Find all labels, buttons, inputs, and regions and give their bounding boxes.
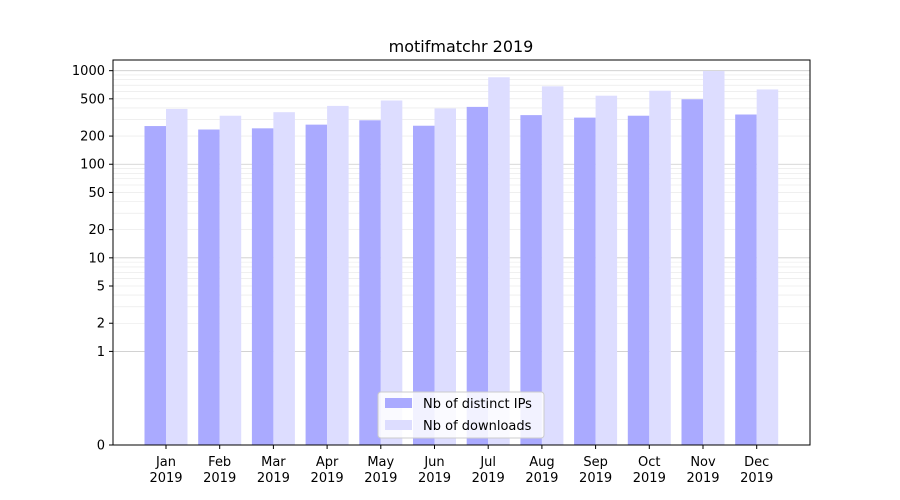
bar-downloads — [756, 89, 779, 446]
bar-distinct-ips — [735, 114, 757, 445]
x-tick-label-month: Aug — [529, 455, 554, 470]
bar-downloads — [327, 105, 349, 445]
bar-distinct-ips — [198, 129, 220, 445]
y-tick-label: 500 — [80, 92, 105, 107]
y-tick-label: 20 — [88, 223, 105, 238]
x-tick-label-month: Jan — [155, 455, 176, 470]
x-tick-label-month: Apr — [316, 455, 339, 470]
bar-downloads — [219, 115, 242, 445]
bar-downloads — [541, 86, 564, 446]
legend: Nb of distinct IPs Nb of downloads — [377, 391, 545, 439]
chart-title: motifmatchr 2019 — [389, 37, 534, 56]
bar-downloads — [166, 108, 188, 446]
legend-swatch-downloads — [385, 420, 412, 430]
x-tick-label-month: Jul — [479, 455, 496, 470]
x-tick-label-month: Nov — [690, 455, 716, 470]
y-tick-label: 0 — [97, 439, 105, 454]
plot-frame — [112, 59, 811, 446]
x-tick-label-year: 2019 — [686, 471, 719, 486]
x-tick-label-year: 2019 — [203, 471, 236, 486]
x-tick-label-year: 2019 — [257, 471, 290, 486]
x-tick-label-month: Dec — [744, 455, 769, 470]
bar-downloads — [649, 90, 671, 446]
legend-label-downloads: Nb of downloads — [423, 419, 532, 434]
bar-downloads — [595, 95, 618, 445]
y-tick-label: 10 — [88, 251, 105, 266]
bar-distinct-ips — [413, 125, 435, 445]
bar-distinct-ips — [520, 115, 542, 446]
y-tick-label: 5 — [97, 280, 105, 295]
bar-downloads — [703, 71, 725, 445]
x-axis: Jan2019Feb2019Mar2019Apr2019May2019Jun20… — [149, 445, 773, 486]
legend-swatch-distinct-ips — [385, 398, 412, 408]
x-tick-label-year: 2019 — [418, 471, 451, 486]
bar-distinct-ips — [466, 106, 489, 445]
y-tick-label: 1000 — [72, 64, 105, 79]
bar-downloads — [434, 108, 456, 446]
bar-distinct-ips — [251, 128, 274, 445]
legend-label-distinct-ips: Nb of distinct IPs — [423, 397, 532, 412]
x-tick-label-year: 2019 — [472, 471, 505, 486]
bar-distinct-ips — [144, 126, 166, 446]
x-tick-label-year: 2019 — [740, 471, 773, 486]
bar-distinct-ips — [574, 117, 596, 445]
bar-downloads — [273, 112, 295, 445]
x-tick-label-year: 2019 — [525, 471, 558, 486]
legend-box — [377, 391, 545, 439]
y-tick-label: 1 — [97, 345, 105, 360]
x-tick-label-month: Jun — [423, 455, 444, 470]
bar-distinct-ips — [359, 120, 381, 445]
x-tick-label-year: 2019 — [364, 471, 397, 486]
bars — [144, 71, 779, 446]
x-tick-label-month: Feb — [208, 455, 231, 470]
y-tick-label: 200 — [80, 130, 105, 145]
x-tick-label-year: 2019 — [149, 471, 182, 486]
bar-downloads — [380, 100, 403, 445]
x-tick-label-month: Mar — [261, 455, 286, 470]
x-tick-label-month: Oct — [638, 455, 660, 470]
x-tick-label-month: Sep — [583, 455, 608, 470]
x-tick-label-year: 2019 — [633, 471, 666, 486]
x-tick-label-year: 2019 — [311, 471, 344, 486]
y-tick-label: 50 — [88, 186, 105, 201]
y-tick-label: 100 — [80, 158, 105, 173]
bar-distinct-ips — [305, 124, 328, 445]
bar-distinct-ips — [627, 115, 650, 445]
bar-downloads — [488, 77, 510, 446]
x-tick-label-month: May — [367, 455, 394, 470]
y-tick-label: 2 — [97, 317, 105, 332]
bar-distinct-ips — [681, 99, 703, 446]
x-tick-label-year: 2019 — [579, 471, 612, 486]
y-axis: 0 1 2 5 10 20 50 100 200 500 1000 — [72, 64, 113, 454]
